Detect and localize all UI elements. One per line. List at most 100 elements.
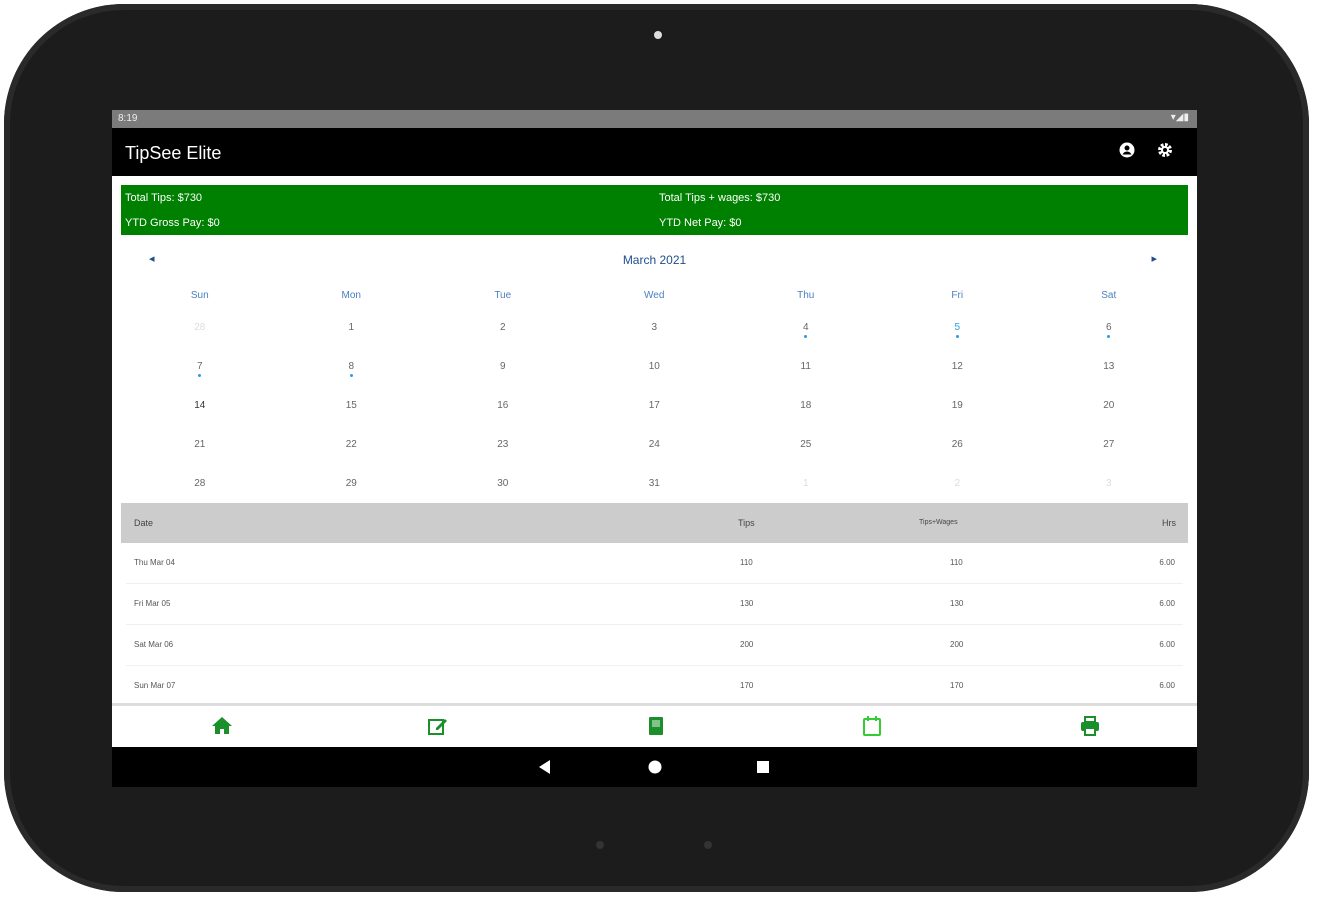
total-tips: Total Tips: $730 (125, 192, 203, 204)
account-circle-icon[interactable] (1119, 142, 1135, 163)
cell-hrs: 6.00 (1159, 681, 1175, 690)
calendar-day[interactable]: 19 (882, 400, 1034, 411)
day-number: 26 (951, 439, 963, 450)
day-number: 9 (499, 361, 506, 372)
calendar-day[interactable]: 13 (1033, 361, 1185, 372)
screen: 8:19 ▾◢▮ TipSee Elite Total Tips: $730 T… (112, 110, 1197, 787)
day-number: 21 (194, 439, 206, 450)
calendar-day[interactable]: 17 (579, 400, 731, 411)
cell-tips: 130 (740, 599, 754, 608)
calendar-day[interactable]: 6 (1033, 322, 1185, 338)
cell-hrs: 6.00 (1159, 599, 1175, 608)
prev-month-button[interactable]: ◂ (149, 253, 155, 265)
day-number: 1 (802, 478, 809, 489)
calendar-day[interactable]: 23 (427, 439, 579, 450)
header-hrs: Hrs (1162, 518, 1176, 528)
entry-dot (349, 374, 353, 377)
day-number: 23 (497, 439, 509, 450)
recents-button[interactable] (756, 760, 770, 779)
entry-dot (804, 335, 808, 338)
day-number: 3 (1105, 478, 1112, 489)
calendar-day[interactable]: 2 (427, 322, 579, 333)
calendar-day[interactable]: 5 (882, 322, 1034, 338)
calendar-day[interactable]: 1 (276, 322, 428, 333)
calendar-day[interactable]: 22 (276, 439, 428, 450)
weekday-label: Fri (951, 290, 964, 301)
calendar-day[interactable]: 12 (882, 361, 1034, 372)
gear-icon[interactable] (1157, 142, 1173, 163)
calendar-day[interactable]: 26 (882, 439, 1034, 450)
day-number: 22 (345, 439, 357, 450)
calendar-icon[interactable] (860, 714, 884, 738)
table-row[interactable]: Thu Mar 04 110 110 6.00 (126, 543, 1183, 584)
day-number: 12 (951, 361, 963, 372)
back-button[interactable] (538, 760, 552, 779)
day-number: 19 (951, 400, 963, 411)
next-month-button[interactable]: ▸ (1151, 253, 1157, 265)
table-row[interactable]: Sat Mar 06 200 200 6.00 (126, 625, 1183, 666)
status-bar: 8:19 ▾◢▮ (112, 110, 1197, 128)
book-icon[interactable] (644, 714, 668, 738)
calendar-day[interactable]: 11 (730, 361, 882, 372)
calendar-day[interactable]: 27 (1033, 439, 1185, 450)
calendar-day[interactable]: 9 (427, 361, 579, 372)
calendar-day[interactable]: 31 (579, 478, 731, 489)
calendar-day[interactable]: 3 (1033, 478, 1185, 489)
app-bar: TipSee Elite (112, 128, 1197, 176)
home-button[interactable] (648, 760, 662, 779)
calendar-day[interactable]: 1 (730, 478, 882, 489)
calendar-day[interactable]: 28 (124, 478, 276, 489)
calendar-day[interactable]: 21 (124, 439, 276, 450)
day-number: 20 (1103, 400, 1115, 411)
print-icon[interactable] (1078, 714, 1102, 738)
cell-tips: 170 (740, 681, 754, 690)
day-number: 24 (648, 439, 660, 450)
day-number: 2 (499, 322, 506, 333)
entry-dot (1107, 335, 1111, 338)
calendar-day[interactable]: 25 (730, 439, 882, 450)
day-number: 31 (648, 478, 660, 489)
calendar-day[interactable]: 20 (1033, 400, 1185, 411)
camera (654, 31, 662, 39)
calendar-day[interactable]: 8 (276, 361, 428, 377)
month-label: March 2021 (622, 253, 687, 267)
app-title: TipSee Elite (125, 143, 222, 163)
calendar-day[interactable]: 10 (579, 361, 731, 372)
calendar-day[interactable]: 15 (276, 400, 428, 411)
day-number: 30 (497, 478, 509, 489)
day-number: 2 (954, 478, 961, 489)
calendar-day[interactable]: 14 (124, 400, 276, 411)
home-icon[interactable] (210, 714, 234, 738)
weekday-label: Thu (797, 290, 815, 301)
day-number: 7 (196, 361, 203, 372)
calendar-day[interactable]: 24 (579, 439, 731, 450)
table-row[interactable]: Fri Mar 05 130 130 6.00 (126, 584, 1183, 625)
calendar-day[interactable]: 4 (730, 322, 882, 338)
cell-tips: 110 (740, 558, 753, 567)
day-number: 18 (800, 400, 812, 411)
calendar-day[interactable]: 3 (579, 322, 731, 333)
header-tips: Tips (738, 518, 755, 528)
cell-tips-wages: 200 (950, 640, 964, 649)
status-icons: ▾◢▮ (1170, 112, 1189, 123)
entry-dot (198, 374, 202, 377)
day-number: 10 (648, 361, 660, 372)
edit-icon[interactable] (426, 714, 450, 738)
table-row[interactable]: Sun Mar 07 170 170 6.00 (126, 666, 1183, 707)
cell-tips-wages: 110 (950, 558, 963, 567)
cell-tips-wages: 170 (950, 681, 964, 690)
calendar-day[interactable]: 18 (730, 400, 882, 411)
status-time: 8:19 (118, 113, 138, 124)
calendar-day[interactable]: 16 (427, 400, 579, 411)
ytd-gross-pay: YTD Gross Pay: $0 (125, 217, 220, 229)
weekday-label: Sun (190, 290, 209, 301)
calendar-day[interactable]: 30 (427, 478, 579, 489)
system-nav-bar (112, 747, 1197, 787)
calendar-day[interactable]: 2 (882, 478, 1034, 489)
calendar-day[interactable]: 7 (124, 361, 276, 377)
calendar-day[interactable]: 28 (124, 322, 276, 333)
summary-banner: Total Tips: $730 Total Tips + wages: $73… (121, 185, 1188, 235)
calendar-day[interactable]: 29 (276, 478, 428, 489)
day-number: 27 (1103, 439, 1115, 450)
day-number: 11 (800, 361, 811, 372)
